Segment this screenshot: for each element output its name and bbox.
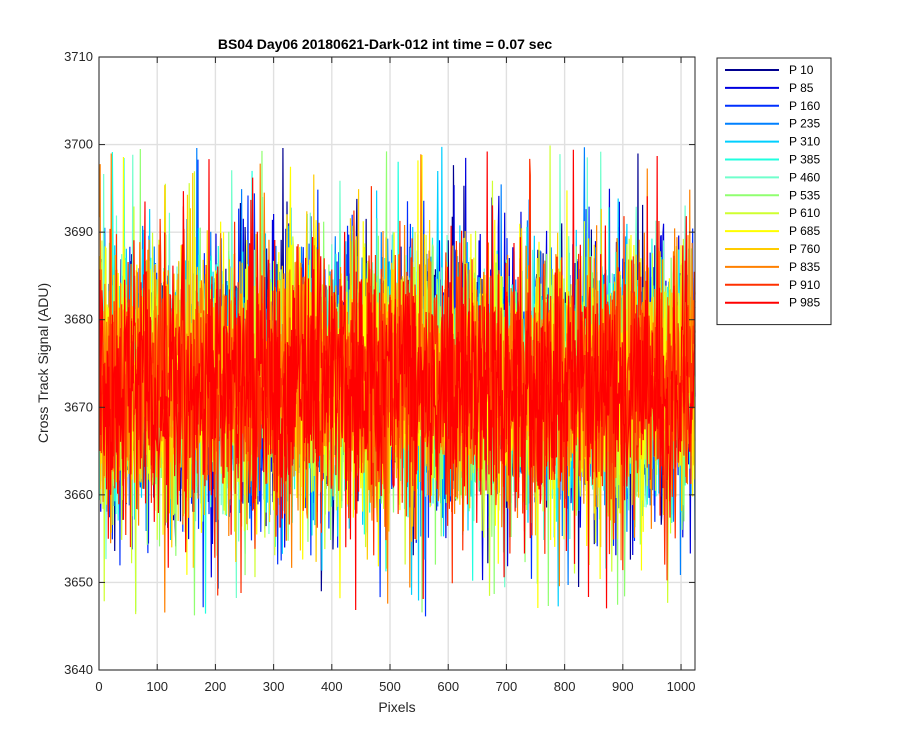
legend-label: P 460 [789,170,820,184]
x-tick-label: 200 [205,679,227,694]
legend-label: P 160 [789,99,820,113]
y-tick-label: 3660 [64,487,93,502]
x-tick-label: 700 [496,679,518,694]
legend-label: P 685 [789,224,820,238]
plot-area-border [98,56,696,671]
y-tick-label: 3670 [64,399,93,414]
legend-label: P 910 [789,278,820,292]
axis-ticks: 0 100 200 300 400 500 600 700 800 900 1000 3640 3650… [64,49,695,694]
legend-label: P 310 [789,135,820,149]
x-tick-label: 800 [554,679,576,694]
legend-label: P 610 [789,206,820,220]
y-tick-label: 3710 [64,49,93,64]
x-tick-label: 900 [612,679,634,694]
legend-label: P 985 [789,296,820,310]
y-tick-label: 3640 [64,662,93,677]
legend-label: P 385 [789,153,820,167]
legend-label: P 235 [789,117,820,131]
legend-label: P 535 [789,188,820,202]
x-tick-label: 100 [146,679,168,694]
y-tick-label: 3680 [64,312,93,327]
x-tick-label: 0 [95,679,102,694]
y-tick-label: 3690 [64,224,93,239]
y-tick-label: 3700 [64,137,93,152]
x-tick-label: 300 [263,679,285,694]
x-tick-label: 400 [321,679,343,694]
legend-label: P 85 [789,81,814,95]
x-axis-label: Pixels [378,699,415,715]
series-line-p-985 [98,149,696,611]
y-tick-label: 3650 [64,574,93,589]
legend-label: P 835 [789,260,820,274]
x-tick-label: 600 [437,679,459,694]
x-tick-label: 500 [379,679,401,694]
legend-label: P 760 [789,242,820,256]
legend-label: P 10 [789,63,814,77]
y-axis-label: Cross Track Signal (ADU) [35,283,51,443]
legend-box [716,57,832,326]
x-tick-label: 1000 [667,679,696,694]
chart-title: BS04 Day06 20180621-Dark-012 int time = … [218,36,552,52]
plot-series [98,145,696,617]
legend: P 10 P 85 P 160 P 235 P 310 P 385 P 460 P 535 P … [716,57,832,326]
